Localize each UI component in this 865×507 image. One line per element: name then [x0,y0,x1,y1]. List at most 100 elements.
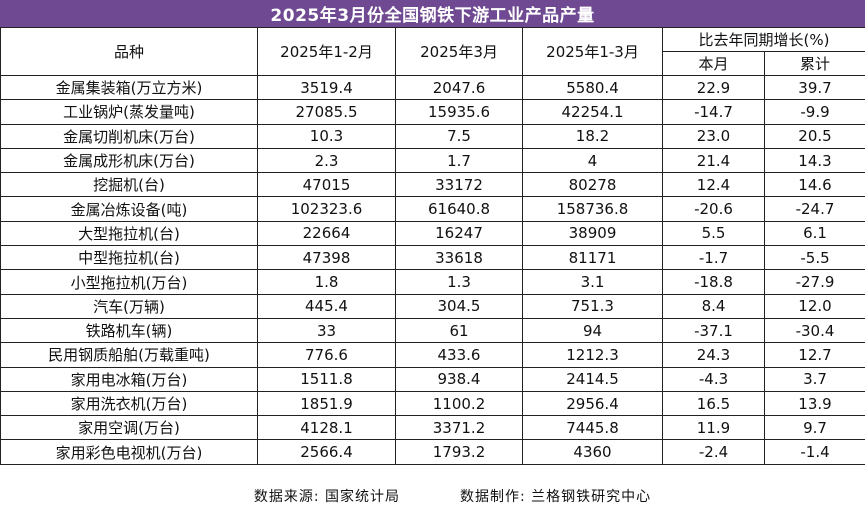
table-row: 民用钢质船舶(万载重吨) 776.6 433.6 1212.3 24.3 12.7 [0,342,865,368]
cell-yoy-month: 8.4 [662,293,765,319]
cell-jan-mar: 42254.1 [522,99,663,125]
cell-variety: 小型拖拉机(万台) [0,269,258,295]
table-row: 铁路机车(辆) 33 61 94 -37.1 -30.4 [0,317,865,344]
cell-jan-mar: 1212.3 [522,342,663,368]
footer-source: 数据来源: 国家统计局 [253,488,400,505]
cell-march: 16247 [395,220,523,247]
cell-march: 61 [395,317,523,344]
table-row: 小型拖拉机(万台) 1.8 1.3 3.1 -18.8 -27.9 [0,269,865,295]
cell-march: 61640.8 [395,196,523,222]
table-row: 工业锅炉(蒸发量吨) 27085.5 15935.6 42254.1 -14.7 -9.9 [0,99,865,125]
cell-variety: 工业锅炉(蒸发量吨) [0,99,258,125]
cell-march: 1.3 [395,269,523,295]
cell-jan-feb: 47398 [257,245,396,271]
cell-yoy-month: 12.4 [662,172,765,198]
cell-jan-feb: 445.4 [257,293,396,319]
cell-yoy-cumulative: -9.9 [764,99,865,125]
header-yoy-group: 比去年同期增长(%) [662,27,865,52]
cell-yoy-month: 11.9 [662,415,765,441]
cell-yoy-cumulative: -30.4 [764,317,865,344]
cell-march: 3371.2 [395,415,523,441]
cell-variety: 金属集装箱(万立方米) [0,74,258,101]
footer-maker: 数据制作: 兰格钢铁研究中心 [460,488,652,505]
cell-yoy-cumulative: 6.1 [764,220,865,247]
table-row: 家用电冰箱(万台) 1511.8 938.4 2414.5 -4.3 3.7 [0,366,865,392]
table-row: 挖掘机(台) 47015 33172 80278 12.4 14.6 [0,172,865,198]
table-row: 金属冶炼设备(吨) 102323.6 61640.8 158736.8 -20.6 -24… [0,196,865,222]
cell-march: 1100.2 [395,390,523,417]
header-jan-mar: 2025年1-3月 [522,27,663,76]
cell-jan-mar: 18.2 [522,123,663,149]
cell-variety: 家用彩色电视机(万台) [0,439,258,465]
cell-yoy-month: 16.5 [662,390,765,417]
cell-yoy-cumulative: 13.9 [764,390,865,417]
cell-yoy-month: 21.4 [662,147,765,174]
cell-yoy-month: -18.8 [662,269,765,295]
table-row: 中型拖拉机(台) 47398 33618 81171 -1.7 -5.5 [0,245,865,271]
cell-jan-mar: 3.1 [522,269,663,295]
cell-jan-feb: 47015 [257,172,396,198]
cell-jan-mar: 38909 [522,220,663,247]
cell-yoy-month: -2.4 [662,439,765,465]
table-row: 家用空调(万台) 4128.1 3371.2 7445.8 11.9 9.7 [0,415,865,441]
cell-jan-feb: 22664 [257,220,396,247]
cell-jan-mar: 2414.5 [522,366,663,392]
cell-variety: 家用空调(万台) [0,415,258,441]
cell-variety: 金属切削机床(万台) [0,123,258,149]
cell-march: 33172 [395,172,523,198]
cell-march: 304.5 [395,293,523,319]
cell-march: 433.6 [395,342,523,368]
cell-yoy-cumulative: -1.4 [764,439,865,465]
table-row: 金属切削机床(万台) 10.3 7.5 18.2 23.0 20.5 [0,123,865,149]
cell-variety: 民用钢质船舶(万载重吨) [0,342,258,368]
header-march: 2025年3月 [395,27,523,76]
header-row-top: 品种 2025年1-2月 2025年3月 2025年1-3月 比去年同期增长(%… [0,27,865,76]
cell-jan-mar: 4 [522,147,663,174]
cell-jan-feb: 3519.4 [257,74,396,101]
cell-jan-feb: 1.8 [257,269,396,295]
cell-variety: 大型拖拉机(台) [0,220,258,247]
cell-jan-mar: 4360 [522,439,663,465]
cell-yoy-month: -4.3 [662,366,765,392]
header-jan-feb: 2025年1-2月 [257,27,396,76]
cell-yoy-month: 5.5 [662,220,765,247]
cell-yoy-cumulative: 14.3 [764,147,865,174]
cell-jan-feb: 776.6 [257,342,396,368]
cell-variety: 挖掘机(台) [0,172,258,198]
cell-variety: 中型拖拉机(台) [0,245,258,271]
cell-jan-mar: 158736.8 [522,196,663,222]
header-variety: 品种 [0,27,258,76]
cell-yoy-month: 23.0 [662,123,765,149]
cell-march: 1793.2 [395,439,523,465]
cell-variety: 家用电冰箱(万台) [0,366,258,392]
cell-jan-feb: 10.3 [257,123,396,149]
cell-yoy-cumulative: 3.7 [764,366,865,392]
cell-jan-mar: 751.3 [522,293,663,319]
cell-yoy-cumulative: 20.5 [764,123,865,149]
cell-jan-mar: 5580.4 [522,74,663,101]
cell-variety: 金属冶炼设备(吨) [0,196,258,222]
cell-yoy-cumulative: 12.0 [764,293,865,319]
table-row: 汽车(万辆) 445.4 304.5 751.3 8.4 12.0 [0,293,865,319]
cell-variety: 金属成形机床(万台) [0,147,258,174]
cell-jan-feb: 2.3 [257,147,396,174]
cell-jan-feb: 4128.1 [257,415,396,441]
cell-march: 15935.6 [395,99,523,125]
cell-variety: 铁路机车(辆) [0,317,258,344]
footer: 数据来源: 国家统计局 数据制作: 兰格钢铁研究中心 [0,484,865,507]
cell-march: 1.7 [395,147,523,174]
cell-yoy-cumulative: 14.6 [764,172,865,198]
cell-yoy-cumulative: -5.5 [764,245,865,271]
cell-jan-mar: 80278 [522,172,663,198]
table-row: 家用彩色电视机(万台) 2566.4 1793.2 4360 -2.4 -1.4 [0,439,865,465]
cell-yoy-cumulative: 12.7 [764,342,865,368]
cell-yoy-cumulative: -24.7 [764,196,865,222]
header-cumulative: 累计 [764,51,865,76]
cell-jan-feb: 2566.4 [257,439,396,465]
cell-yoy-month: -37.1 [662,317,765,344]
production-table: 品种 2025年1-2月 2025年3月 2025年1-3月 比去年同期增长(%… [0,27,865,465]
cell-march: 2047.6 [395,74,523,101]
cell-yoy-cumulative: 9.7 [764,415,865,441]
cell-variety: 家用洗衣机(万台) [0,390,258,417]
cell-march: 7.5 [395,123,523,149]
